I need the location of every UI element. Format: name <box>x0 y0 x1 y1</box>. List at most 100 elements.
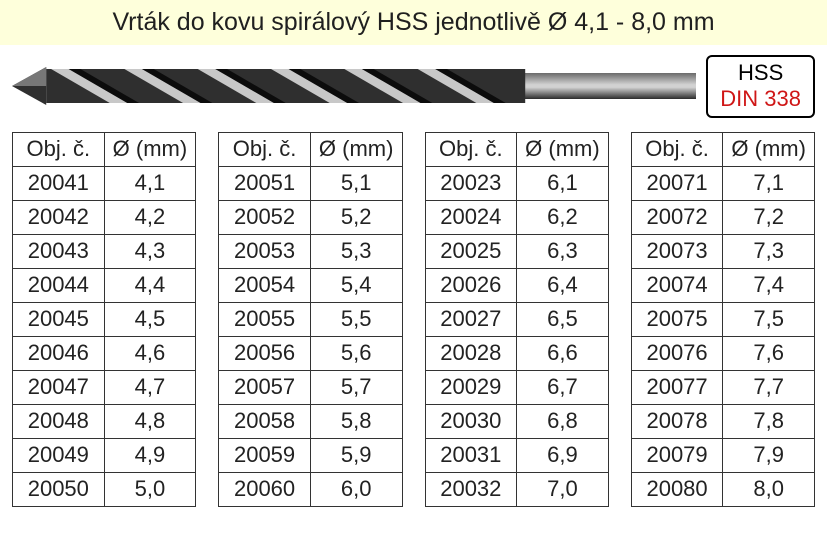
table-row: 200256,3 <box>425 234 608 268</box>
cell-obj: 20025 <box>425 234 517 268</box>
header-diameter: Ø (mm) <box>310 132 402 166</box>
table-row: 200727,2 <box>631 200 814 234</box>
table-row: 200575,7 <box>219 370 402 404</box>
cell-obj: 20049 <box>13 438 105 472</box>
header-obj: Obj. č. <box>631 132 723 166</box>
cell-obj: 20047 <box>13 370 105 404</box>
cell-diameter: 4,4 <box>104 268 196 302</box>
cell-diameter: 4,9 <box>104 438 196 472</box>
cell-diameter: 6,2 <box>517 200 609 234</box>
cell-obj: 20052 <box>219 200 311 234</box>
cell-diameter: 5,5 <box>310 302 402 336</box>
header-obj: Obj. č. <box>425 132 517 166</box>
cell-diameter: 4,6 <box>104 336 196 370</box>
standard-line1: HSS <box>720 60 801 86</box>
cell-diameter: 6,4 <box>517 268 609 302</box>
table-row: 200494,9 <box>13 438 196 472</box>
cell-obj: 20044 <box>13 268 105 302</box>
cell-obj: 20027 <box>425 302 517 336</box>
cell-diameter: 5,3 <box>310 234 402 268</box>
cell-diameter: 6,6 <box>517 336 609 370</box>
cell-diameter: 7,3 <box>723 234 815 268</box>
table-row: 200545,4 <box>219 268 402 302</box>
table-row: 200246,2 <box>425 200 608 234</box>
cell-obj: 20051 <box>219 166 311 200</box>
table-row: 200767,6 <box>631 336 814 370</box>
cell-obj: 20079 <box>631 438 723 472</box>
table-row: 200316,9 <box>425 438 608 472</box>
cell-diameter: 7,0 <box>517 472 609 506</box>
table-row: 200797,9 <box>631 438 814 472</box>
header-diameter: Ø (mm) <box>517 132 609 166</box>
cell-obj: 20042 <box>13 200 105 234</box>
cell-diameter: 7,5 <box>723 302 815 336</box>
cell-obj: 20078 <box>631 404 723 438</box>
cell-obj: 20053 <box>219 234 311 268</box>
table-row: 200515,1 <box>219 166 402 200</box>
standard-line2: DIN 338 <box>720 86 801 112</box>
table-row: 200717,1 <box>631 166 814 200</box>
cell-obj: 20048 <box>13 404 105 438</box>
cell-obj: 20046 <box>13 336 105 370</box>
cell-obj: 20028 <box>425 336 517 370</box>
cell-obj: 20055 <box>219 302 311 336</box>
table-row: 200454,5 <box>13 302 196 336</box>
cell-diameter: 5,9 <box>310 438 402 472</box>
cell-obj: 20029 <box>425 370 517 404</box>
table-row: 200444,4 <box>13 268 196 302</box>
cell-obj: 20054 <box>219 268 311 302</box>
cell-obj: 20023 <box>425 166 517 200</box>
cell-obj: 20032 <box>425 472 517 506</box>
size-table: Obj. č.Ø (mm)200515,1200525,2200535,3200… <box>218 132 402 507</box>
drill-row: HSS DIN 338 <box>0 45 827 132</box>
table-row: 200595,9 <box>219 438 402 472</box>
cell-obj: 20057 <box>219 370 311 404</box>
table-row: 200236,1 <box>425 166 608 200</box>
table-row: 200747,4 <box>631 268 814 302</box>
size-table: Obj. č.Ø (mm)200717,1200727,2200737,3200… <box>631 132 815 507</box>
cell-diameter: 6,3 <box>517 234 609 268</box>
cell-obj: 20058 <box>219 404 311 438</box>
cell-obj: 20024 <box>425 200 517 234</box>
cell-obj: 20056 <box>219 336 311 370</box>
table-row: 200737,3 <box>631 234 814 268</box>
table-row: 200424,2 <box>13 200 196 234</box>
cell-obj: 20060 <box>219 472 311 506</box>
header-obj: Obj. č. <box>13 132 105 166</box>
cell-diameter: 6,9 <box>517 438 609 472</box>
table-row: 200757,5 <box>631 302 814 336</box>
header-diameter: Ø (mm) <box>104 132 196 166</box>
table-row: 200464,6 <box>13 336 196 370</box>
cell-obj: 20041 <box>13 166 105 200</box>
table-row: 200286,6 <box>425 336 608 370</box>
table-row: 200474,7 <box>13 370 196 404</box>
cell-obj: 20071 <box>631 166 723 200</box>
cell-diameter: 7,8 <box>723 404 815 438</box>
cell-diameter: 4,8 <box>104 404 196 438</box>
cell-obj: 20075 <box>631 302 723 336</box>
size-table: Obj. č.Ø (mm)200414,1200424,2200434,3200… <box>12 132 196 507</box>
cell-obj: 20073 <box>631 234 723 268</box>
size-table: Obj. č.Ø (mm)200236,1200246,2200256,3200… <box>425 132 609 507</box>
cell-diameter: 6,5 <box>517 302 609 336</box>
cell-diameter: 7,7 <box>723 370 815 404</box>
cell-obj: 20059 <box>219 438 311 472</box>
cell-diameter: 8,0 <box>723 472 815 506</box>
table-row: 200565,6 <box>219 336 402 370</box>
cell-obj: 20072 <box>631 200 723 234</box>
cell-diameter: 4,7 <box>104 370 196 404</box>
cell-diameter: 5,6 <box>310 336 402 370</box>
cell-obj: 20077 <box>631 370 723 404</box>
cell-diameter: 7,6 <box>723 336 815 370</box>
cell-diameter: 5,2 <box>310 200 402 234</box>
table-row: 200434,3 <box>13 234 196 268</box>
cell-diameter: 5,4 <box>310 268 402 302</box>
table-row: 200327,0 <box>425 472 608 506</box>
header-obj: Obj. č. <box>219 132 311 166</box>
cell-obj: 20026 <box>425 268 517 302</box>
cell-diameter: 4,5 <box>104 302 196 336</box>
cell-diameter: 7,2 <box>723 200 815 234</box>
cell-obj: 20074 <box>631 268 723 302</box>
table-row: 200414,1 <box>13 166 196 200</box>
cell-diameter: 5,8 <box>310 404 402 438</box>
